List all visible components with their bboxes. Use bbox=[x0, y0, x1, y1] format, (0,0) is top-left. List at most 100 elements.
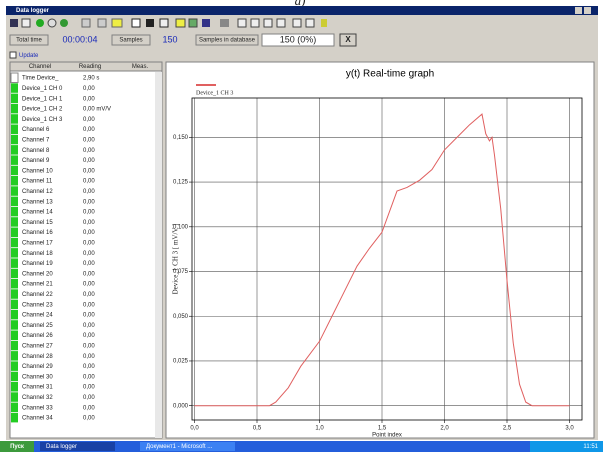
channel-name: Channel 16 bbox=[22, 230, 53, 236]
channel-name: Channel 7 bbox=[22, 138, 50, 144]
task-button[interactable] bbox=[140, 442, 235, 451]
reading: 0,00 bbox=[83, 86, 95, 92]
reading: 0,00 bbox=[83, 374, 95, 380]
icon[interactable] bbox=[321, 19, 327, 27]
chart-panel bbox=[165, 61, 595, 439]
x-tick-label: 1,5 bbox=[378, 426, 387, 432]
reading: 0,00 bbox=[83, 127, 95, 133]
db-field bbox=[261, 33, 335, 47]
reading: 0,00 mV/V bbox=[83, 107, 111, 113]
row-indicator bbox=[10, 72, 19, 83]
channel-name: Channel 24 bbox=[22, 313, 53, 319]
task-button[interactable] bbox=[40, 442, 115, 451]
column-header: Meas. bbox=[132, 64, 149, 70]
icon[interactable] bbox=[202, 19, 210, 27]
icon[interactable] bbox=[81, 18, 91, 28]
reading: 0,00 bbox=[83, 323, 95, 329]
row-indicator bbox=[11, 206, 18, 217]
channel-name: Channel 18 bbox=[22, 251, 53, 257]
row-indicator bbox=[11, 392, 18, 402]
reading: 0,00 bbox=[83, 117, 95, 123]
reading: 0,00 bbox=[83, 395, 95, 401]
icon[interactable] bbox=[250, 18, 260, 28]
row-indicator bbox=[11, 248, 18, 258]
update-checkbox[interactable] bbox=[9, 51, 17, 59]
y-tick-label: 0,125 bbox=[173, 180, 189, 186]
row-indicator bbox=[11, 196, 18, 207]
icon[interactable] bbox=[97, 18, 107, 28]
row-indicator bbox=[11, 268, 18, 279]
reading: 0,00 bbox=[83, 385, 95, 391]
task-label: Документ1 - Microsoft ... bbox=[146, 444, 213, 450]
column-header: Reading bbox=[79, 64, 101, 70]
taskbar bbox=[0, 441, 603, 452]
icon[interactable] bbox=[292, 18, 302, 28]
icon[interactable] bbox=[188, 18, 198, 28]
reading: 0,00 bbox=[83, 138, 95, 144]
db-value: 150 (0%) bbox=[280, 34, 317, 44]
db-label: Samples in database bbox=[199, 38, 256, 44]
row-indicator bbox=[11, 361, 18, 371]
y-tick-label: 0,025 bbox=[173, 359, 189, 365]
icon[interactable] bbox=[131, 18, 141, 28]
total-time-label: Total time bbox=[16, 38, 42, 44]
channel-name: Channel 20 bbox=[22, 271, 53, 277]
scrollbar[interactable] bbox=[155, 72, 162, 438]
reading: 0,00 bbox=[83, 261, 95, 267]
row-indicator bbox=[11, 371, 18, 382]
channel-name: Device_1 CH 2 bbox=[22, 107, 63, 113]
start-button[interactable] bbox=[0, 441, 34, 452]
minimize-button[interactable] bbox=[575, 7, 582, 14]
row-indicator bbox=[11, 330, 18, 340]
row-indicator bbox=[11, 320, 18, 330]
reading: 2,90 s bbox=[83, 76, 99, 82]
row-indicator bbox=[11, 83, 18, 93]
row-indicator bbox=[11, 402, 18, 413]
legend-label: Device_1 CH 3 bbox=[196, 90, 233, 96]
samples: 150 bbox=[162, 34, 177, 44]
row-indicator bbox=[11, 227, 18, 237]
close-button[interactable] bbox=[584, 7, 591, 14]
channel-name: Channel 22 bbox=[22, 292, 53, 298]
icon[interactable] bbox=[111, 18, 123, 28]
icon[interactable] bbox=[47, 18, 57, 28]
reading: 0,00 bbox=[83, 282, 95, 288]
channel-name: Channel 26 bbox=[22, 333, 53, 339]
x-tick-label: 0,0 bbox=[190, 426, 199, 432]
row-indicator bbox=[11, 412, 18, 423]
channel-name: Device_1 CH 1 bbox=[22, 96, 63, 102]
channel-name: Channel 21 bbox=[22, 282, 53, 288]
icon[interactable] bbox=[36, 19, 44, 27]
reading: 0,00 bbox=[83, 333, 95, 339]
plot-frame bbox=[191, 97, 583, 421]
icon[interactable] bbox=[10, 19, 18, 27]
row-indicator bbox=[11, 145, 18, 155]
chart-title: y(t) Real-time graph bbox=[346, 69, 434, 80]
icon[interactable] bbox=[276, 18, 286, 28]
clear-button[interactable] bbox=[339, 33, 357, 47]
reading: 0,00 bbox=[83, 189, 95, 195]
icon[interactable] bbox=[159, 18, 169, 28]
icon[interactable] bbox=[237, 18, 247, 28]
x-tick-label: 3,0 bbox=[565, 426, 574, 432]
icon[interactable] bbox=[60, 19, 68, 27]
channel-name: Channel 9 bbox=[22, 158, 50, 164]
reading: 0,00 bbox=[83, 416, 95, 422]
row-indicator bbox=[11, 114, 18, 124]
reading: 0,00 bbox=[83, 148, 95, 154]
x-tick-label: 0,5 bbox=[253, 426, 262, 432]
row-indicator bbox=[11, 103, 18, 114]
icon[interactable] bbox=[263, 18, 273, 28]
icon[interactable] bbox=[175, 18, 186, 28]
reading: 0,00 bbox=[83, 168, 95, 174]
row-indicator bbox=[11, 155, 18, 165]
row-indicator bbox=[11, 93, 18, 104]
icon[interactable] bbox=[21, 18, 31, 28]
channel-name: Channel 19 bbox=[22, 261, 53, 267]
row-indicator bbox=[11, 237, 18, 248]
icon[interactable] bbox=[305, 18, 315, 28]
icon[interactable] bbox=[220, 19, 229, 27]
icon[interactable] bbox=[146, 19, 154, 27]
row-indicator bbox=[11, 289, 18, 299]
